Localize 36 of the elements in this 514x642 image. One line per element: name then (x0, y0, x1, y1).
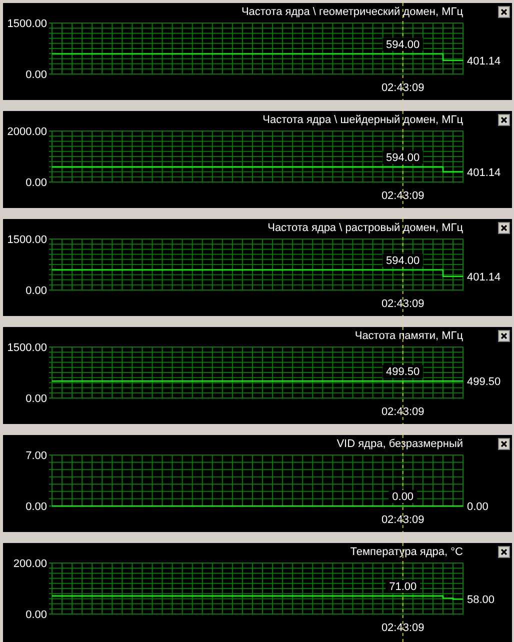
chart-title: Температура ядра, °C (350, 546, 464, 558)
y-tick-label: 0.00 (26, 69, 47, 81)
chart-title: Частота ядра \ растровый домен, МГц (268, 222, 464, 234)
data-label: 401.14 (467, 55, 501, 68)
y-tick-label: 0.00 (26, 285, 47, 297)
y-tick-label: 0.00 (26, 501, 47, 513)
data-label: 58.00 (467, 594, 495, 606)
data-label: 499.50 (467, 376, 501, 388)
data-label: 401.14 (467, 166, 501, 179)
y-tick-label: 7.00 (26, 450, 47, 462)
chart-title: Частота ядра \ геометрический домен, МГц (241, 6, 464, 18)
y-tick-label: 2000.00 (7, 126, 47, 138)
data-label: 0.00 (467, 501, 488, 513)
y-tick-label: 0.00 (26, 177, 47, 189)
y-tick-label: 1500.00 (7, 234, 47, 246)
text: 02:43:09 (381, 622, 424, 634)
data-label: 71.00 (389, 580, 417, 593)
y-tick-label: 0.00 (26, 393, 47, 405)
data-label: 594.00 (386, 254, 420, 267)
text: 02:43:09 (381, 298, 424, 310)
text: 02:43:09 (381, 190, 424, 202)
y-tick-label: 1500.00 (7, 18, 47, 30)
data-label: 401.14 (467, 271, 501, 284)
data-label: 594.00 (386, 38, 420, 51)
y-tick-label: 200.00 (13, 558, 47, 570)
chart-title: Частота памяти, МГц (354, 330, 464, 342)
y-tick-label: 1500.00 (7, 342, 47, 354)
chart-title: VID ядра, безразмерный (336, 438, 463, 450)
data-label: 0.00 (392, 491, 414, 503)
chart-title: Частота ядра \ шейдерный домен, МГц (262, 114, 464, 126)
text: 02:43:09 (381, 406, 424, 418)
text: 02:43:09 (381, 82, 424, 94)
text: 02:43:09 (381, 514, 424, 526)
data-label: 499.50 (386, 366, 420, 378)
y-tick-label: 0.00 (26, 609, 47, 621)
data-label: 594.00 (386, 152, 420, 164)
